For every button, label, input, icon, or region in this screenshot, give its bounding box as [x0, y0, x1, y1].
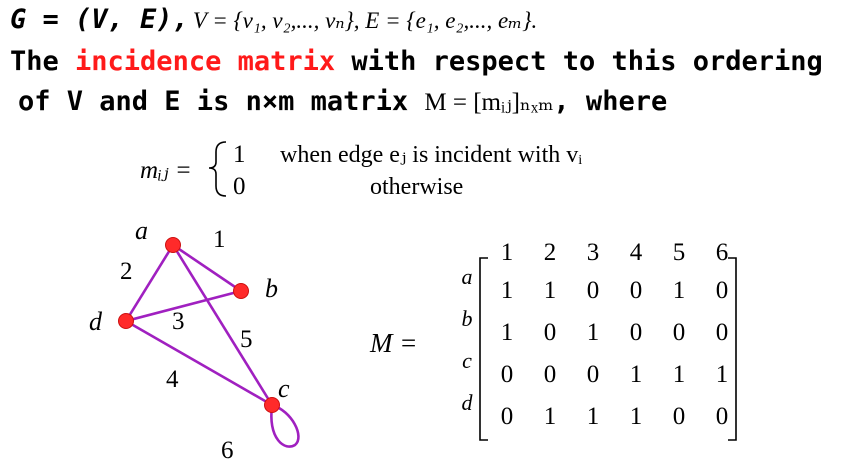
incidence-matrix-term: incidence matrix: [75, 46, 336, 77]
row-label: c: [462, 348, 472, 373]
edge-6-loop: [270, 403, 300, 448]
line3-prefix: of V and E is n×m matrix: [18, 86, 425, 117]
matrix-cell: 1: [501, 319, 514, 346]
matrix-cell: 0: [544, 319, 557, 346]
vertex-a: [165, 237, 181, 253]
matrix-cell: 0: [501, 403, 514, 430]
left-bracket: [479, 257, 488, 441]
case1-text: when edge eⱼ is incident with vᵢ: [280, 142, 582, 168]
graph-diagram: a b c d 1 2 3 4 5 6: [89, 216, 300, 460]
edge-label-3: 3: [172, 308, 185, 335]
vertex-edge-sets: V = {v₁, v₂,..., vₙ}, E = {e₁, e₂,..., e…: [192, 8, 538, 33]
column-headers: 1 2 3 4 5 6: [501, 240, 729, 266]
matrix-size-line: of V and E is n×m matrix M = [mᵢⱼ]ₙₓₘ, w…: [18, 86, 667, 117]
vertex-labels: a b c d: [89, 216, 290, 403]
line2-suffix: with respect to this ordering: [335, 46, 823, 77]
matrix-lhs: M =: [369, 328, 417, 358]
edge-label-5: 5: [240, 326, 253, 353]
matrix-cell: 0: [716, 403, 729, 430]
column-header: 5: [673, 240, 686, 266]
column-header: 4: [630, 240, 643, 266]
matrix-cell: 0: [673, 319, 686, 346]
graph-tuple: G = (V, E),: [10, 4, 189, 35]
vertex-d: [118, 313, 134, 329]
matrix-cell: 0: [716, 277, 729, 304]
matrix-cell: 0: [716, 319, 729, 346]
vertex-label-b: b: [265, 274, 278, 303]
matrix-cell: 0: [587, 277, 600, 304]
matrix-cell: 0: [544, 361, 557, 388]
matrix-cell: 1: [716, 361, 729, 388]
edge-label-4: 4: [166, 366, 179, 393]
matrix-notation: M = [mᵢⱼ]ₙₓₘ: [424, 89, 554, 116]
row-label: a: [462, 264, 473, 289]
edge-label-2: 2: [120, 258, 133, 285]
case2-value: 0: [233, 173, 246, 200]
vertex-b: [233, 283, 249, 299]
piecewise-definition: mᵢⱼ = 1 when edge eⱼ is incident with vᵢ…: [140, 141, 582, 200]
matrix-cell: 1: [544, 277, 557, 304]
edge-label-6: 6: [221, 437, 234, 460]
matrix-cell: 1: [673, 361, 686, 388]
matrix-cell: 0: [630, 277, 643, 304]
edge-1: [172, 243, 242, 293]
column-header: 6: [716, 240, 729, 266]
right-bracket: [728, 257, 737, 441]
edge-4: [125, 319, 273, 407]
line2-prefix: The: [10, 46, 76, 77]
edges: [124, 243, 300, 448]
column-header: 3: [587, 240, 600, 266]
matrix-cell: 1: [630, 361, 643, 388]
vertex-label-c: c: [278, 374, 290, 403]
matrix-cell: 1: [587, 403, 600, 430]
line3-suffix: , where: [553, 86, 668, 117]
edge-5: [171, 244, 274, 406]
vertex-label-a: a: [135, 216, 148, 245]
edge-label-1: 1: [213, 226, 226, 253]
incidence-definition-line: The incidence matrix with respect to thi…: [10, 46, 823, 77]
matrix-cell: 1: [673, 277, 686, 304]
vertex-label-d: d: [89, 307, 103, 336]
column-header: 1: [501, 240, 514, 266]
edge-labels: 1 2 3 4 5 6: [120, 226, 253, 460]
left-brace: [208, 141, 227, 197]
vertices: [118, 237, 280, 413]
edge-2: [124, 244, 175, 322]
case1-value: 1: [233, 141, 246, 168]
row-label: b: [462, 306, 473, 331]
matrix-cell: 0: [630, 319, 643, 346]
matrix-cell: 0: [501, 361, 514, 388]
matrix-cell: 0: [673, 403, 686, 430]
vertex-c: [264, 397, 280, 413]
matrix-cell: 1: [630, 403, 643, 430]
graph-definition-line: G = (V, E), V = {v₁, v₂,..., vₙ}, E = {e…: [10, 4, 537, 35]
matrix-cell: 1: [501, 277, 514, 304]
matrix-cell: 1: [587, 319, 600, 346]
row-label: d: [462, 390, 474, 415]
case2-text: otherwise: [370, 174, 463, 200]
matrix-cells: 1 1 0 0 1 0 1 0 1 0 0 0 0 0 0 1 1 1 0 1 1 1 0 0: [501, 277, 729, 430]
matrix-cell: 0: [587, 361, 600, 388]
column-header: 2: [544, 240, 557, 266]
definition-lhs: mᵢⱼ =: [140, 157, 192, 184]
edge-3: [125, 289, 242, 323]
matrix-cell: 1: [544, 403, 557, 430]
